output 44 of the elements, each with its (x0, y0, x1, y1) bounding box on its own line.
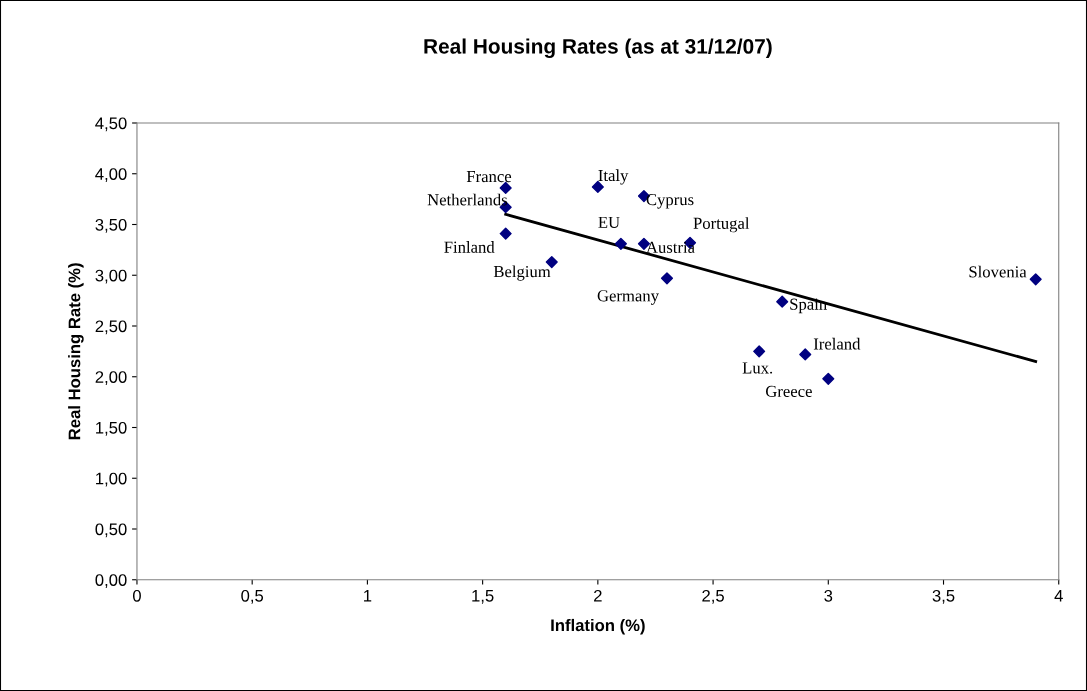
point (753, 345, 766, 358)
x-tick-label: 3,5 (932, 589, 955, 604)
annotation: Italy (598, 169, 629, 185)
annotation: France (466, 171, 512, 183)
y-tick-label: 0,00 (95, 574, 127, 588)
y-axis-title: Real Housing Rate (%) (68, 263, 84, 440)
y-tick-label: 3,50 (95, 218, 127, 233)
x-tick-label: 1 (364, 590, 372, 602)
y-tick-label: 2,50 (95, 320, 127, 335)
y-tick-label: 1,50 (96, 421, 127, 436)
x-tick-label: 0,5 (241, 589, 264, 604)
y-tick-label: 3,00 (95, 269, 127, 284)
annotation: Ireland (813, 337, 861, 350)
point (799, 348, 812, 361)
x-tick-label: 0 (132, 589, 141, 602)
point (499, 227, 512, 240)
y-tick-label: 2,00 (95, 371, 127, 385)
x-tick-label: 2 (594, 589, 602, 602)
point (660, 272, 674, 285)
annotation: Cyprus (646, 194, 694, 209)
y-tick-label: 0,50 (95, 523, 127, 538)
x-tick-label: 2,5 (702, 589, 724, 604)
annotation: Finland (444, 241, 495, 253)
annotation: Germany (597, 290, 659, 305)
annotation: Greece (765, 385, 812, 397)
annotation: Slovenia (969, 265, 1027, 278)
annotation: Portugal (693, 217, 750, 233)
point (776, 295, 789, 308)
x-tick-label: 1,5 (472, 590, 494, 604)
x-tick-label: 4 (1054, 590, 1063, 602)
point (1029, 273, 1042, 286)
annotation: Lux. (742, 362, 773, 374)
x-axis-title: Inflation (%) (551, 618, 645, 635)
annotation: Belgium (493, 265, 551, 281)
x-tick-label: 3 (824, 589, 833, 602)
annotation: Netherlands (427, 193, 508, 206)
annotation: EU (598, 216, 620, 228)
y-tick-label: 4,00 (95, 168, 127, 182)
y-tick-label: 4,50 (95, 117, 127, 132)
y-tick-label: 1,00 (96, 472, 127, 487)
chart-title: Real Housing Rates (as at 31/12/07) (424, 38, 772, 58)
annotation: Austria (646, 241, 695, 253)
point (614, 237, 627, 250)
point (822, 372, 835, 385)
